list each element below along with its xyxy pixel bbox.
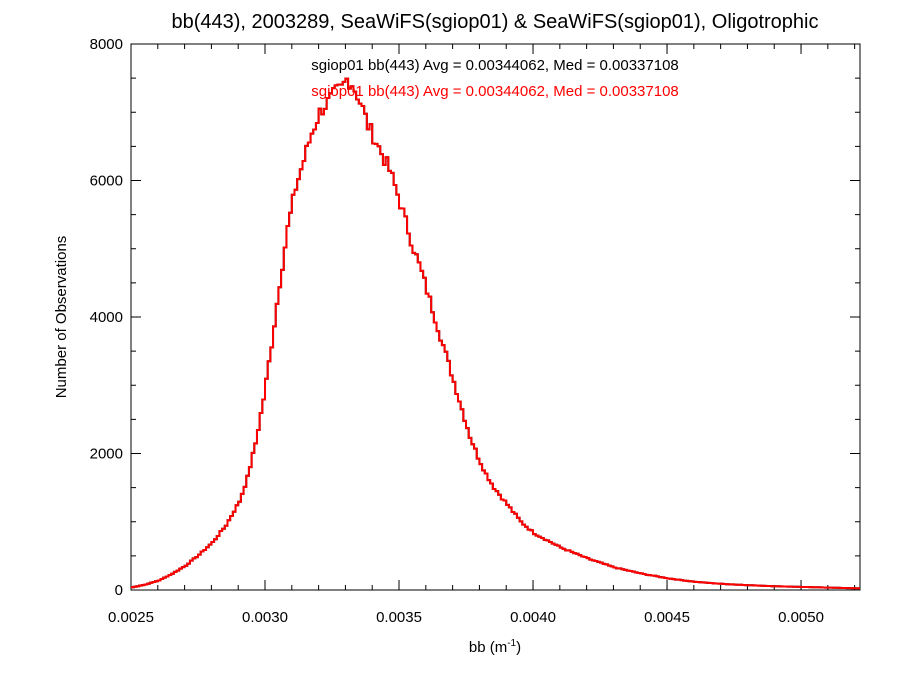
y-tick-label: 4000: [90, 309, 123, 326]
histogram-series-red: [131, 77, 860, 590]
y-tick-label: 2000: [90, 446, 123, 463]
x-tick-label: 0.0050: [778, 609, 824, 626]
x-tick-label: 0.0040: [510, 609, 556, 626]
y-tick-label: 6000: [90, 173, 123, 190]
y-axis-ticks: [131, 43, 860, 591]
y-tick-label: 0: [115, 582, 123, 599]
x-tick-label: 0.0025: [108, 609, 154, 626]
x-tick-label: 0.0030: [242, 609, 288, 626]
x-tick-label: 0.0045: [644, 609, 690, 626]
y-axis-label: Number of Observations: [53, 236, 70, 399]
chart-title: bb(443), 2003289, SeaWiFS(sgiop01) & Sea…: [172, 11, 819, 33]
legend-entry-black: sgiop01 bb(443) Avg = 0.00344062, Med = …: [311, 57, 679, 74]
x-axis-tick-labels: 0.0025 0.0030 0.0035 0.0040 0.0045 0.0050: [108, 609, 824, 626]
y-axis-tick-labels: 0 2000 4000 6000 8000: [90, 36, 123, 599]
y-tick-label: 8000: [90, 36, 123, 53]
legend-entry-red: sgiop01 bb(443) Avg = 0.00344062, Med = …: [311, 83, 679, 100]
x-tick-label: 0.0035: [376, 609, 422, 626]
x-axis-label: bb (m-1): [469, 638, 521, 656]
